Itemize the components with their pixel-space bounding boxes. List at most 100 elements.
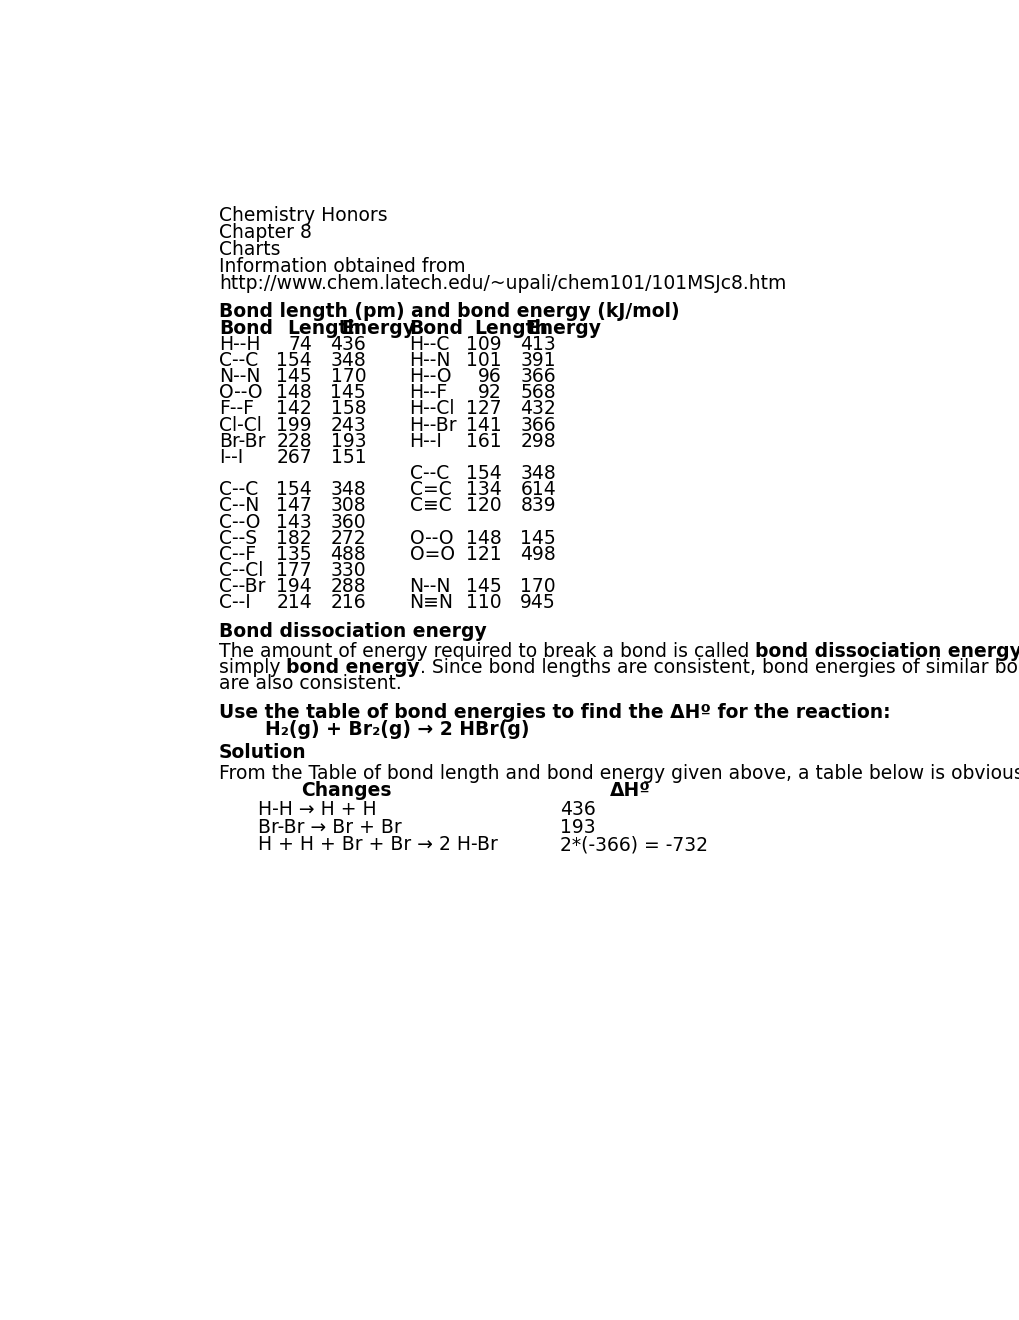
Text: 141: 141 xyxy=(466,416,501,434)
Text: 199: 199 xyxy=(276,416,312,434)
Text: H--H: H--H xyxy=(219,335,260,354)
Text: N--N: N--N xyxy=(219,367,260,385)
Text: 436: 436 xyxy=(330,335,366,354)
Text: 2*(-366) = -732: 2*(-366) = -732 xyxy=(559,836,707,854)
Text: 348: 348 xyxy=(520,465,555,483)
Text: 194: 194 xyxy=(276,577,312,597)
Text: 154: 154 xyxy=(276,351,312,370)
Text: C≡C: C≡C xyxy=(410,496,451,515)
Text: 161: 161 xyxy=(466,432,501,450)
Text: Changes: Changes xyxy=(302,781,391,800)
Text: 288: 288 xyxy=(330,577,366,597)
Text: http://www.chem.latech.edu/~upali/chem101/101MSJc8.htm: http://www.chem.latech.edu/~upali/chem10… xyxy=(219,275,786,293)
Text: 413: 413 xyxy=(520,335,555,354)
Text: 272: 272 xyxy=(330,529,366,548)
Text: 120: 120 xyxy=(466,496,501,515)
Text: 193: 193 xyxy=(559,817,595,837)
Text: 214: 214 xyxy=(276,594,312,612)
Text: C--C: C--C xyxy=(410,465,448,483)
Text: H--F: H--F xyxy=(410,383,447,403)
Text: Cl-Cl: Cl-Cl xyxy=(219,416,262,434)
Text: From the Table of bond length and bond energy given above, a table below is obvi: From the Table of bond length and bond e… xyxy=(219,764,1019,783)
Text: 145: 145 xyxy=(276,367,312,385)
Text: N--N: N--N xyxy=(410,577,450,597)
Text: 330: 330 xyxy=(330,561,366,579)
Text: 145: 145 xyxy=(330,383,366,403)
Text: 308: 308 xyxy=(330,496,366,515)
Text: 145: 145 xyxy=(520,529,555,548)
Text: 391: 391 xyxy=(520,351,555,370)
Text: 151: 151 xyxy=(330,447,366,467)
Text: 614: 614 xyxy=(520,480,555,499)
Text: 135: 135 xyxy=(276,545,312,564)
Text: 298: 298 xyxy=(520,432,555,450)
Text: 110: 110 xyxy=(466,594,501,612)
Text: Energy: Energy xyxy=(527,318,601,338)
Text: 109: 109 xyxy=(466,335,501,354)
Text: 216: 216 xyxy=(330,594,366,612)
Text: F--F: F--F xyxy=(219,400,254,418)
Text: 243: 243 xyxy=(330,416,366,434)
Text: ΔHº: ΔHº xyxy=(609,781,650,800)
Text: 134: 134 xyxy=(466,480,501,499)
Text: 193: 193 xyxy=(330,432,366,450)
Text: 154: 154 xyxy=(466,465,501,483)
Text: H-H → H + H: H-H → H + H xyxy=(258,800,376,818)
Text: Bond: Bond xyxy=(219,318,273,338)
Text: 101: 101 xyxy=(466,351,501,370)
Text: Br-Br: Br-Br xyxy=(219,432,265,450)
Text: are also consistent.: are also consistent. xyxy=(219,675,401,693)
Text: 158: 158 xyxy=(330,400,366,418)
Text: simply: simply xyxy=(219,659,286,677)
Text: Br-Br → Br + Br: Br-Br → Br + Br xyxy=(258,817,401,837)
Text: C--C: C--C xyxy=(219,480,258,499)
Text: C--Cl: C--Cl xyxy=(219,561,263,579)
Text: 170: 170 xyxy=(520,577,555,597)
Text: bond dissociation energy: bond dissociation energy xyxy=(755,642,1019,661)
Text: 96: 96 xyxy=(478,367,501,385)
Text: C--I: C--I xyxy=(219,594,251,612)
Text: C--N: C--N xyxy=(219,496,259,515)
Text: 366: 366 xyxy=(520,416,555,434)
Text: Bond dissociation energy: Bond dissociation energy xyxy=(219,622,486,642)
Text: 74: 74 xyxy=(287,335,312,354)
Text: H--N: H--N xyxy=(410,351,450,370)
Text: C--S: C--S xyxy=(219,529,257,548)
Text: C--O: C--O xyxy=(219,512,260,532)
Text: 568: 568 xyxy=(520,383,555,403)
Text: 143: 143 xyxy=(276,512,312,532)
Text: Length: Length xyxy=(474,318,548,338)
Text: 366: 366 xyxy=(520,367,555,385)
Text: 147: 147 xyxy=(276,496,312,515)
Text: O--O: O--O xyxy=(219,383,262,403)
Text: 488: 488 xyxy=(330,545,366,564)
Text: C--Br: C--Br xyxy=(219,577,265,597)
Text: Information obtained from: Information obtained from xyxy=(219,257,465,276)
Text: 348: 348 xyxy=(330,480,366,499)
Text: 170: 170 xyxy=(330,367,366,385)
Text: 436: 436 xyxy=(559,800,595,818)
Text: 92: 92 xyxy=(478,383,501,403)
Text: H--O: H--O xyxy=(410,367,451,385)
Text: 154: 154 xyxy=(276,480,312,499)
Text: Charts: Charts xyxy=(219,240,280,259)
Text: Energy: Energy xyxy=(341,318,415,338)
Text: H--I: H--I xyxy=(410,432,442,450)
Text: 360: 360 xyxy=(330,512,366,532)
Text: 498: 498 xyxy=(520,545,555,564)
Text: 182: 182 xyxy=(276,529,312,548)
Text: Solution: Solution xyxy=(219,743,307,762)
Text: H--C: H--C xyxy=(410,335,449,354)
Text: bond energy: bond energy xyxy=(286,659,420,677)
Text: Length: Length xyxy=(287,318,361,338)
Text: 348: 348 xyxy=(330,351,366,370)
Text: 839: 839 xyxy=(520,496,555,515)
Text: . Since bond lengths are consistent, bond energies of similar bonds: . Since bond lengths are consistent, bon… xyxy=(420,659,1019,677)
Text: Use the table of bond energies to find the ΔHº for the reaction:: Use the table of bond energies to find t… xyxy=(219,702,890,722)
Text: 121: 121 xyxy=(466,545,501,564)
Text: Chapter 8: Chapter 8 xyxy=(219,223,312,242)
Text: 177: 177 xyxy=(276,561,312,579)
Text: 945: 945 xyxy=(520,594,555,612)
Text: 145: 145 xyxy=(466,577,501,597)
Text: I--I: I--I xyxy=(219,447,243,467)
